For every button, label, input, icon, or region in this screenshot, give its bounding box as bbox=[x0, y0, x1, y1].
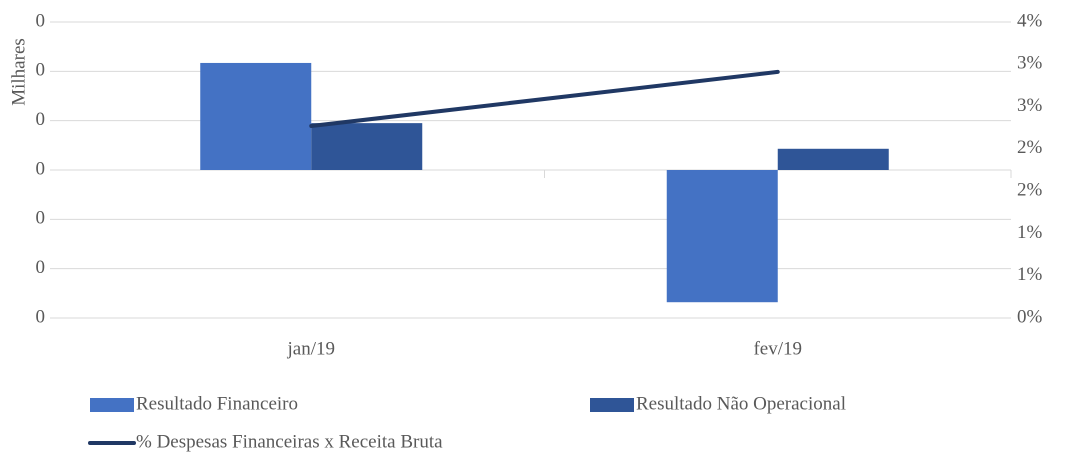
x-tick-label: fev/19 bbox=[753, 338, 802, 359]
legend-label: % Despesas Financeiras x Receita Bruta bbox=[136, 431, 443, 452]
y-tick-label: 0 bbox=[36, 208, 46, 229]
bar bbox=[777, 148, 889, 170]
legend-label: Resultado Não Operacional bbox=[636, 393, 846, 414]
bar bbox=[200, 62, 312, 170]
y2-tick-label: 3% bbox=[1017, 95, 1043, 116]
legend-swatch bbox=[90, 398, 134, 412]
y-tick-label: 0 bbox=[36, 257, 46, 278]
y2-tick-label: 1% bbox=[1017, 222, 1043, 243]
x-tick-label: jan/19 bbox=[287, 338, 336, 359]
y2-tick-label: 3% bbox=[1017, 53, 1043, 74]
legend-label: Resultado Financeiro bbox=[136, 393, 298, 414]
y-tick-label: 0 bbox=[36, 109, 46, 130]
y-axis-label: Milhares bbox=[8, 38, 29, 106]
y2-tick-label: 2% bbox=[1017, 137, 1043, 158]
y2-tick-label: 0% bbox=[1017, 306, 1043, 327]
bar bbox=[311, 123, 423, 170]
y2-tick-label: 1% bbox=[1017, 264, 1043, 285]
y-tick-label: 0 bbox=[36, 158, 46, 179]
y-tick-label: 0 bbox=[36, 60, 46, 81]
line-series bbox=[309, 69, 780, 129]
y2-tick-label: 2% bbox=[1017, 180, 1043, 201]
y2-tick-label: 4% bbox=[1017, 10, 1043, 31]
legend-swatch bbox=[590, 398, 634, 412]
bar bbox=[666, 170, 778, 303]
y-tick-label: 0 bbox=[36, 10, 46, 31]
y-tick-label: 0 bbox=[36, 306, 46, 327]
